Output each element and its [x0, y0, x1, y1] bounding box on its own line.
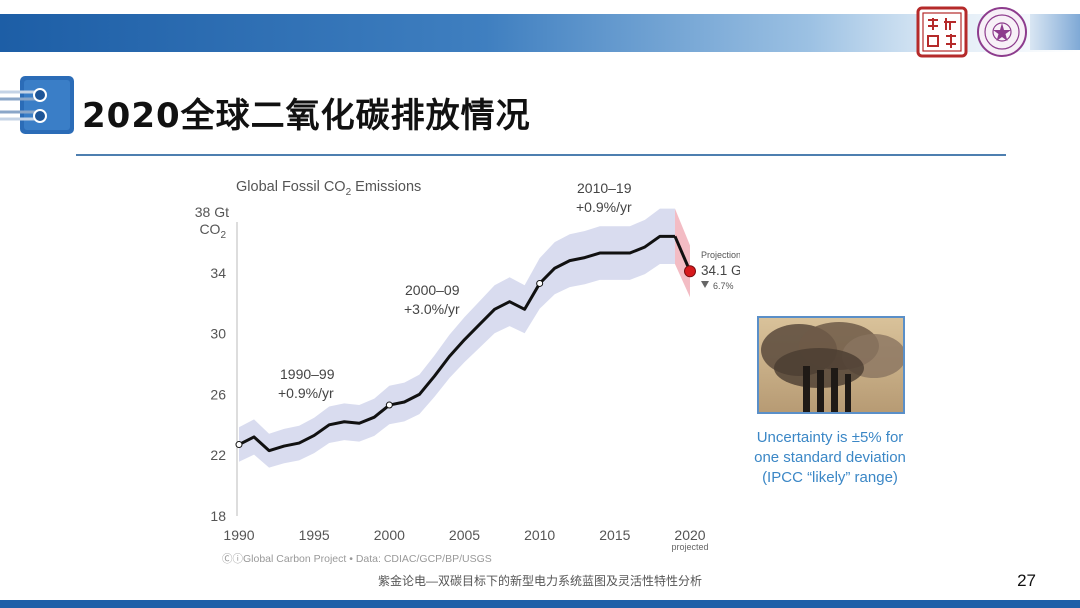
y-axis-unit-top: 38 Gt — [195, 204, 229, 220]
x-tick-label: 2000 — [374, 527, 405, 543]
annotation-2010s-period: 2010–19 — [577, 180, 632, 196]
emissions-line — [238, 234, 675, 453]
header-bar-accent — [1030, 14, 1080, 50]
uncertainty-note: Uncertainty is ±5% for one standard devi… — [730, 428, 930, 488]
annotation-2010s-rate: +0.9%/yr — [576, 199, 632, 215]
y-tick-label: 26 — [210, 386, 226, 402]
y-tick-label: 18 — [210, 508, 226, 524]
zijin-seal-icon — [916, 6, 968, 58]
data-point-marker — [385, 401, 393, 409]
x-tick-label: 1990 — [223, 527, 254, 543]
page-title: 2020全球二氧化碳排放情况 — [82, 96, 531, 136]
chart-credit: ⒸⓘGlobal Carbon Project • Data: CDIAC/GC… — [222, 553, 492, 565]
projection-change: 6.7% — [713, 281, 734, 291]
y-axis-unit-bottom: CO2 — [199, 221, 226, 241]
projection-label: Projection 2020 — [701, 250, 740, 260]
note-line-3: (IPCC “likely” range) — [762, 469, 898, 486]
uncertainty-band — [239, 208, 675, 468]
annotation-2000s-period: 2000–09 — [405, 282, 460, 298]
x-axis-projected-label: projected — [671, 542, 708, 552]
header-bar — [0, 14, 1080, 52]
annotation-2000s-rate: +3.0%/yr — [404, 301, 460, 317]
university-emblem-icon — [977, 7, 1027, 57]
annotation-1990s-rate: +0.9%/yr — [278, 385, 334, 401]
title-divider — [76, 154, 1006, 156]
co2-emissions-chart: Global Fossil CO2 Emissions 38 Gt CO2 18… — [195, 179, 740, 565]
x-tick-label: 2005 — [449, 527, 480, 543]
x-tick-label: 2015 — [599, 527, 630, 543]
data-point-marker — [536, 279, 544, 287]
chart-title: Global Fossil CO2 Emissions — [236, 179, 421, 198]
projection-value: 34.1 Gt CO2 — [701, 263, 740, 280]
section-marker-icon — [0, 76, 74, 134]
data-point-marker — [235, 441, 243, 449]
note-line-1: Uncertainty is ±5% for — [756, 429, 904, 446]
x-tick-label: 2020 — [674, 527, 705, 543]
footer-bar — [0, 600, 1080, 608]
y-tick-label: 34 — [210, 265, 226, 281]
slide-footer: 紫金论电—双碳目标下的新型电力系统蓝图及灵活性特性分析 — [377, 574, 702, 588]
x-tick-label: 1995 — [299, 527, 330, 543]
y-tick-label: 30 — [210, 326, 226, 342]
page-number: 27 — [1017, 571, 1036, 590]
note-line-2: one standard deviation — [754, 449, 906, 466]
annotation-1990s-period: 1990–99 — [280, 366, 335, 382]
y-tick-label: 22 — [210, 447, 226, 463]
smokestacks-photo — [757, 316, 905, 414]
projection-point — [684, 265, 696, 278]
decrease-triangle-icon — [701, 281, 709, 288]
projection-line-segment — [673, 235, 692, 272]
x-tick-label: 2010 — [524, 527, 555, 543]
